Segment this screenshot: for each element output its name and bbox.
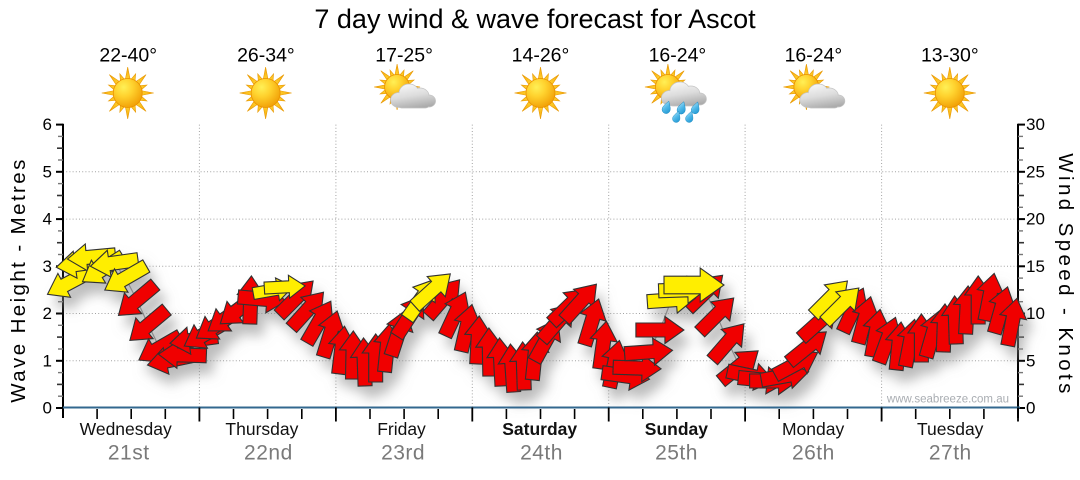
svg-text:0: 0	[43, 399, 52, 418]
svg-text:Tuesday: Tuesday	[917, 419, 984, 439]
svg-text:Wednesday: Wednesday	[80, 419, 172, 439]
svg-text:25: 25	[1026, 162, 1045, 181]
svg-text:15: 15	[1026, 257, 1045, 276]
svg-text:5: 5	[1026, 351, 1035, 370]
svg-text:4: 4	[43, 210, 52, 229]
svg-text:21st: 21st	[108, 442, 150, 465]
svg-text:20: 20	[1026, 210, 1045, 229]
svg-text:6: 6	[43, 115, 52, 134]
svg-text:0: 0	[1026, 399, 1035, 418]
svg-text:Thursday: Thursday	[225, 419, 298, 439]
svg-text:Wave Height - Metres: Wave Height - Metres	[7, 157, 30, 402]
svg-text:7 day wind & wave forecast for: 7 day wind & wave forecast for Ascot	[314, 4, 756, 34]
svg-text:13-30°: 13-30°	[921, 45, 979, 67]
svg-text:22nd: 22nd	[244, 442, 293, 465]
svg-text:23rd: 23rd	[381, 442, 425, 465]
svg-text:26-34°: 26-34°	[237, 45, 295, 67]
svg-text:30: 30	[1026, 115, 1045, 134]
svg-text:Sunday: Sunday	[645, 419, 708, 439]
svg-text:14-26°: 14-26°	[512, 45, 570, 67]
svg-text:Saturday: Saturday	[502, 419, 577, 439]
svg-text:24th: 24th	[520, 442, 563, 465]
svg-text:10: 10	[1026, 304, 1045, 323]
svg-text:1: 1	[43, 351, 52, 370]
svg-text:25th: 25th	[655, 442, 698, 465]
svg-text:Monday: Monday	[782, 419, 845, 439]
svg-text:27th: 27th	[929, 442, 972, 465]
svg-text:5: 5	[43, 162, 52, 181]
svg-text:16-24°: 16-24°	[785, 45, 843, 67]
svg-text:3: 3	[43, 257, 52, 276]
svg-text:26th: 26th	[792, 442, 835, 465]
svg-text:www.seabreeze.com.au: www.seabreeze.com.au	[886, 394, 1009, 406]
svg-text:Friday: Friday	[377, 419, 426, 439]
svg-text:16-24°: 16-24°	[649, 45, 707, 67]
svg-text:Wind Speed - Knots: Wind Speed - Knots	[1054, 153, 1077, 397]
svg-text:2: 2	[43, 304, 52, 323]
svg-text:22-40°: 22-40°	[99, 45, 157, 67]
svg-text:17-25°: 17-25°	[375, 45, 433, 67]
